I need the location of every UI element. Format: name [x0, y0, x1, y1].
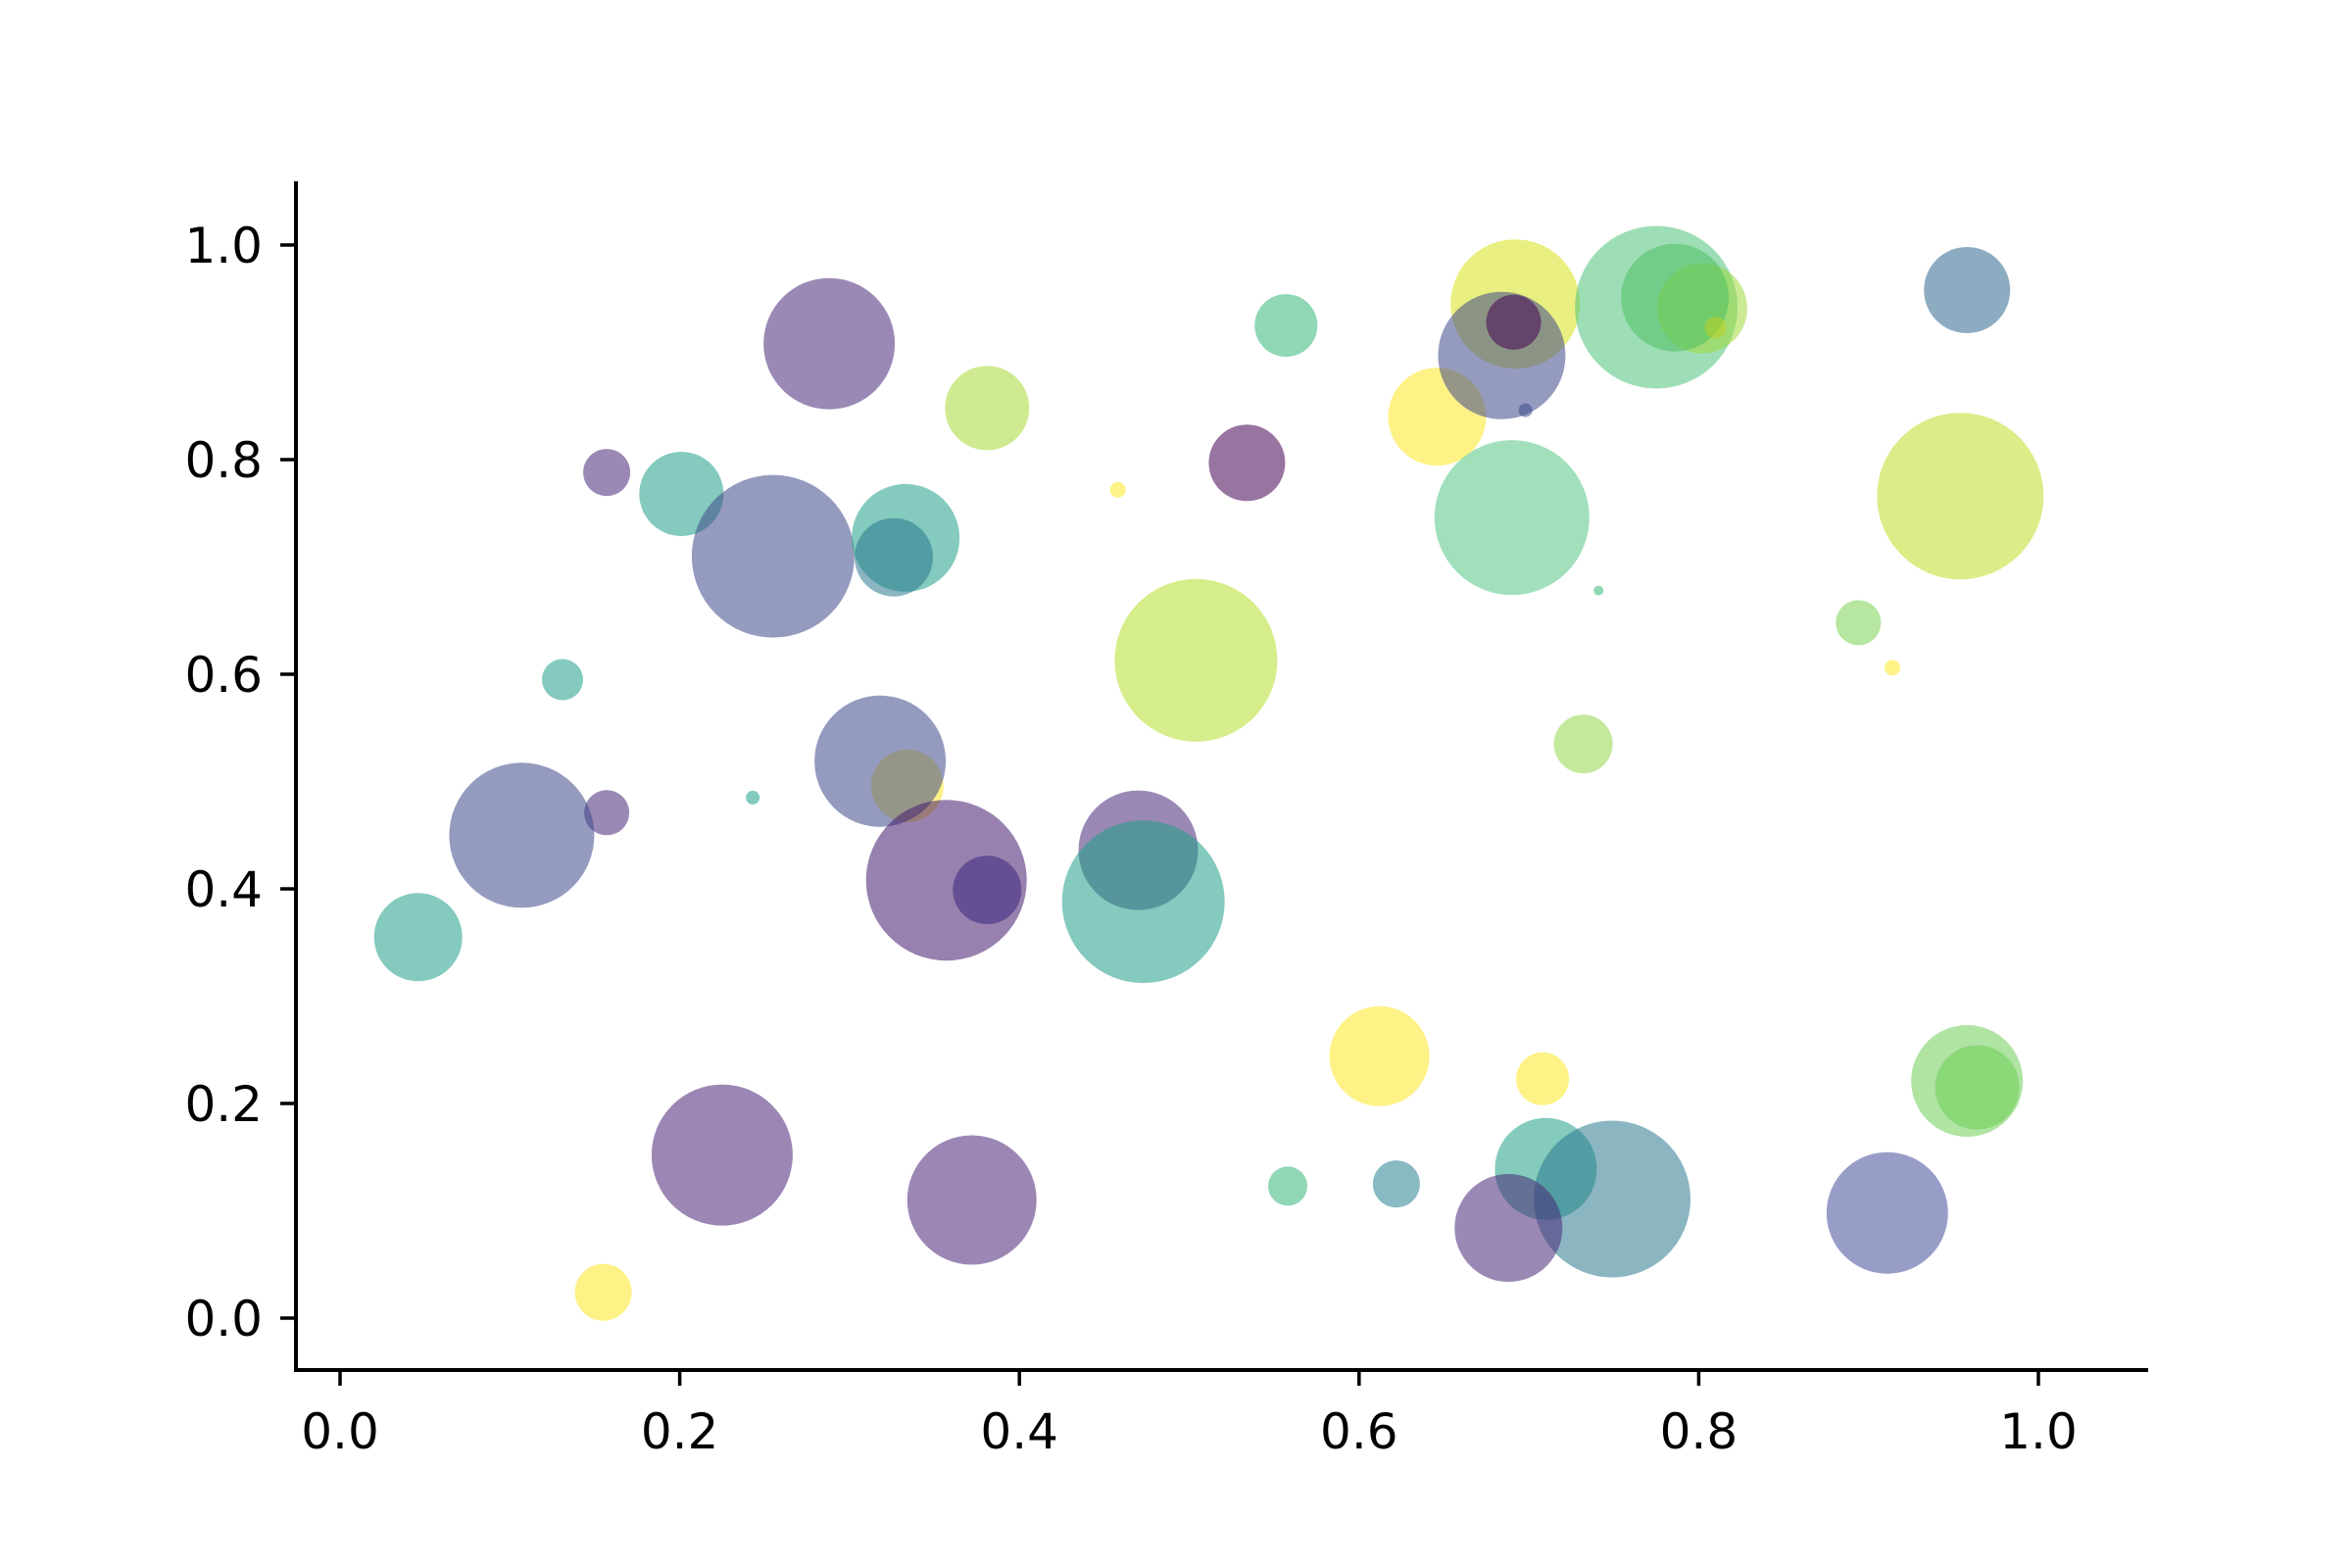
scatter-point-38 — [1329, 1005, 1430, 1106]
scatter-points-layer — [373, 225, 2044, 1321]
scatter-point-30 — [584, 790, 630, 836]
scatter-point-34 — [953, 856, 1022, 925]
x-tick-label-0.2: 0.2 — [641, 1403, 719, 1460]
axes-layer: 0.0 0.2 0.4 0.6 0.8 1.0 0.0 0.2 0.4 0.6 0.8 1.0 — [184, 181, 2148, 1460]
y-tick-label-0.0: 0.0 — [184, 1291, 263, 1348]
scatter-point-25 — [1114, 578, 1278, 742]
scatter-point-17 — [691, 474, 855, 638]
scatter-point-37 — [373, 893, 463, 982]
scatter-point-48 — [1534, 1120, 1690, 1278]
y-tick-label-0.8: 0.8 — [184, 432, 263, 489]
scatter-point-42 — [651, 1084, 793, 1226]
scatter-point-26 — [542, 659, 583, 701]
y-tick-label-0.2: 0.2 — [184, 1076, 263, 1133]
scatter-point-1 — [945, 366, 1030, 451]
scatter-point-19 — [855, 517, 933, 597]
scatter-point-29 — [814, 695, 947, 827]
x-tick-label-0.8: 0.8 — [1660, 1403, 1739, 1460]
scatter-point-46 — [1372, 1160, 1420, 1208]
scatter-point-15 — [583, 449, 631, 497]
scatter-point-13 — [1208, 424, 1286, 502]
scatter-point-22 — [1877, 413, 2044, 580]
scatter-point-50 — [1826, 1152, 1948, 1274]
scatter-point-23 — [1836, 600, 1882, 646]
y-tick-label-0.6: 0.6 — [184, 647, 263, 704]
scatter-point-24 — [1885, 660, 1900, 676]
scatter-point-16 — [639, 452, 724, 536]
y-tick-label-1.0: 1.0 — [184, 218, 263, 274]
x-tick-label-1.0: 1.0 — [1999, 1403, 2078, 1460]
scatter-point-41 — [1935, 1045, 2020, 1130]
scatter-point-2 — [1254, 294, 1318, 358]
scatter-point-10 — [1621, 243, 1730, 352]
scatter-point-43 — [906, 1135, 1037, 1265]
scatter-point-45 — [1268, 1166, 1307, 1206]
scatter-point-7 — [1518, 403, 1533, 417]
x-tick-label-0.6: 0.6 — [1320, 1403, 1398, 1460]
scatter-point-27 — [1553, 714, 1613, 774]
scatter-point-11 — [1704, 317, 1727, 339]
x-tick-label-0.4: 0.4 — [980, 1403, 1058, 1460]
y-tick-label-0.4: 0.4 — [184, 861, 263, 918]
scatter-point-0 — [763, 277, 896, 410]
scatter-point-36 — [1061, 820, 1225, 984]
scatter-point-49 — [1454, 1174, 1563, 1282]
scatter-point-39 — [1516, 1052, 1569, 1105]
scatter-point-20 — [1434, 440, 1590, 596]
scatter-point-14 — [1109, 481, 1126, 498]
scatter-point-12 — [1924, 247, 2011, 333]
scatter-point-44 — [574, 1263, 632, 1321]
scatter-point-31 — [746, 790, 760, 805]
scatter-point-21 — [1593, 585, 1604, 596]
x-tick-label-0.0: 0.0 — [301, 1403, 379, 1460]
scatter-point-32 — [449, 762, 595, 908]
scatter-point-6 — [1486, 294, 1542, 350]
